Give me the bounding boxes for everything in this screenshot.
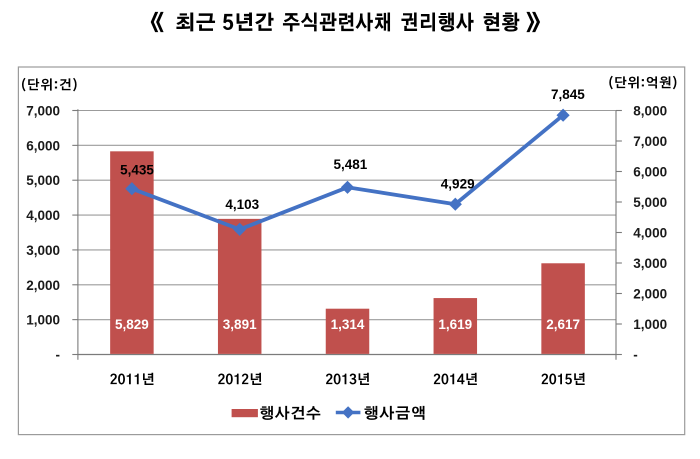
svg-text:5,000: 5,000 [26, 173, 60, 188]
svg-text:1,314: 1,314 [331, 317, 365, 332]
svg-text:3,000: 3,000 [633, 256, 667, 271]
svg-text:7,000: 7,000 [633, 134, 667, 149]
svg-text:6,000: 6,000 [26, 138, 60, 153]
svg-text:1,000: 1,000 [26, 313, 60, 328]
svg-text:5,435: 5,435 [120, 162, 154, 177]
svg-text:5,829: 5,829 [115, 317, 149, 332]
svg-text:-: - [633, 348, 638, 363]
svg-text:2,000: 2,000 [26, 278, 60, 293]
svg-text:3,000: 3,000 [26, 243, 60, 258]
svg-text:-: - [56, 348, 61, 363]
svg-text:5,481: 5,481 [334, 157, 368, 172]
svg-text:2,000: 2,000 [633, 287, 667, 302]
svg-text:4,929: 4,929 [441, 177, 475, 192]
svg-text:4,000: 4,000 [633, 226, 667, 241]
svg-text:8,000: 8,000 [633, 104, 667, 119]
svg-text:5,000: 5,000 [633, 195, 667, 210]
svg-text:2,617: 2,617 [546, 317, 580, 332]
svg-text:4,000: 4,000 [26, 208, 60, 223]
svg-text:6,000: 6,000 [633, 165, 667, 180]
svg-text:3,891: 3,891 [223, 317, 257, 332]
svg-text:7,000: 7,000 [26, 104, 60, 119]
svg-text:4,103: 4,103 [225, 197, 259, 212]
svg-text:1,619: 1,619 [438, 317, 472, 332]
svg-text:7,845: 7,845 [551, 87, 585, 102]
svg-text:1,000: 1,000 [633, 317, 667, 332]
